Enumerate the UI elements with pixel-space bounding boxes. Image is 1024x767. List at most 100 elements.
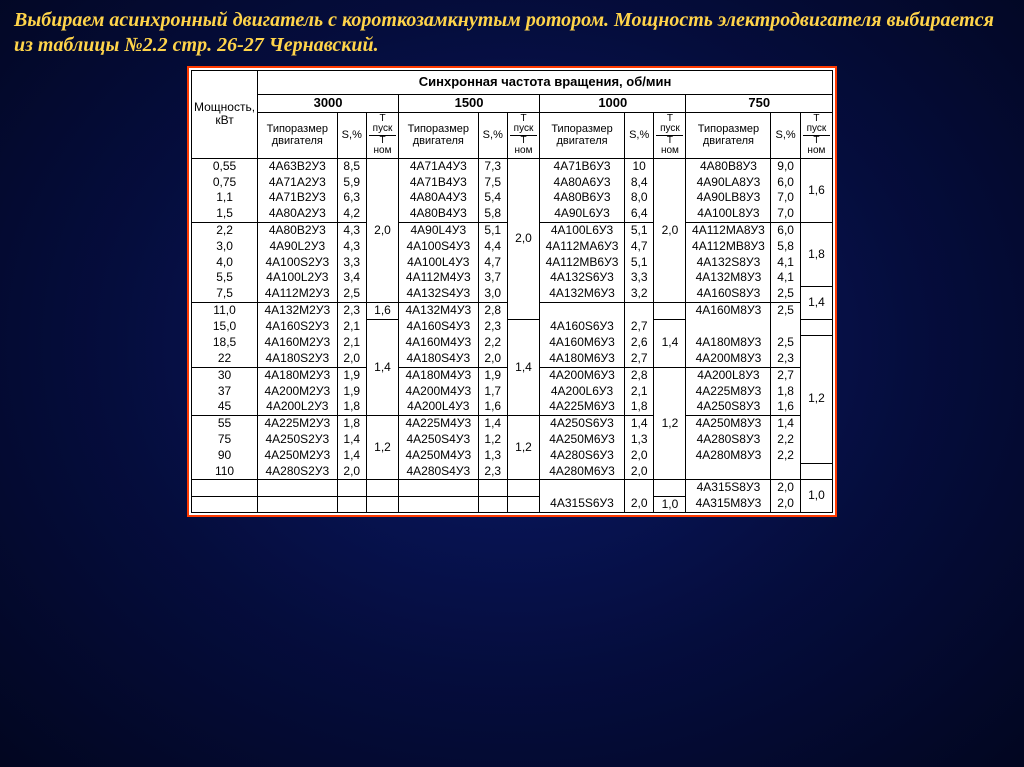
s-cell: 2,7: [624, 319, 653, 335]
s-cell: 2,5: [337, 286, 366, 302]
s-cell: 3,2: [624, 286, 653, 302]
power-cell: 1,5: [192, 206, 258, 222]
s-cell: 2,3: [478, 319, 507, 335]
power-cell: 11,0: [192, 303, 258, 320]
type-cell: 4А100S4У3: [399, 239, 479, 255]
type-cell: 4А250М2У3: [258, 448, 338, 464]
table-row: 4А315S8У32,01,0: [192, 480, 833, 496]
type-cell: 4А225М8У3: [686, 384, 771, 400]
type-cell: 4А200М8У3: [686, 351, 771, 367]
type-cell: 4А112МА6У3: [540, 239, 625, 255]
type-cell: 4А160S4У3: [399, 319, 479, 335]
type-cell: 4А315S8У3: [686, 480, 771, 496]
ratio-cell: [507, 480, 539, 496]
type-cell: [540, 480, 625, 496]
s-cell: 1,3: [624, 432, 653, 448]
type-cell: 4А132S6У3: [540, 270, 625, 286]
s-cell: 1,8: [337, 416, 366, 432]
s-cell: 5,1: [478, 223, 507, 239]
type-cell: 4А90L2У3: [258, 239, 338, 255]
s-cell: 3,4: [337, 270, 366, 286]
type-cell: 4А180М6У3: [540, 351, 625, 367]
s-cell: 4,3: [337, 239, 366, 255]
type-cell: 4А250S4У3: [399, 432, 479, 448]
s-cell: 4,7: [478, 255, 507, 271]
power-cell: 0,55: [192, 158, 258, 174]
power-cell: 55: [192, 416, 258, 432]
type-cell: 4А71В4У3: [399, 175, 479, 191]
power-cell: 0,75: [192, 175, 258, 191]
type-cell: 4А250S8У3: [686, 399, 771, 415]
type-cell: 4А112МА8У3: [686, 223, 771, 239]
type-cell: 4А132М8У3: [686, 270, 771, 286]
s-cell: 4,1: [771, 255, 800, 271]
s-cell: 6,4: [624, 206, 653, 222]
s-cell: 1,8: [771, 384, 800, 400]
ratio-cell: 1,8: [800, 223, 832, 287]
type-cell: [686, 464, 771, 480]
type-cell: 4А132S4У3: [399, 286, 479, 302]
s-cell: 1,4: [771, 416, 800, 432]
s-cell: 2,0: [478, 351, 507, 367]
s-cell: 3,3: [624, 270, 653, 286]
type-cell: [686, 319, 771, 335]
s-cell: 10: [624, 158, 653, 174]
type-cell: [258, 480, 338, 496]
s-cell: 5,4: [478, 190, 507, 206]
s-cell: 8,4: [624, 175, 653, 191]
s-cell: 9,0: [771, 158, 800, 174]
ratio-cell: 2,0: [366, 158, 398, 302]
s-cell: 1,4: [624, 416, 653, 432]
s-cell: [771, 464, 800, 480]
s-cell: 1,9: [337, 367, 366, 383]
table-row: 0,554А63В2У38,52,04А71А4У37,32,04А71В6У3…: [192, 158, 833, 174]
power-cell: 1,1: [192, 190, 258, 206]
ratio-cell: 1,4: [366, 319, 398, 415]
power-cell: 4,0: [192, 255, 258, 271]
power-cell: 37: [192, 384, 258, 400]
subheader-row: Типоразмер двигателя S,% T пускT ном Тип…: [192, 112, 833, 158]
type-cell: 4А250М8У3: [686, 416, 771, 432]
ratio-cell: [800, 319, 832, 335]
ratio-cell: 1,2: [507, 416, 539, 480]
motor-table-body: 0,554А63В2У38,52,04А71А4У37,32,04А71В6У3…: [192, 158, 833, 513]
ratio-cell: 1,6: [800, 158, 832, 222]
type-cell: 4А132М4У3: [399, 303, 479, 320]
sub-type-1500: Типоразмер двигателя: [399, 112, 479, 158]
sub-type-3000: Типоразмер двигателя: [258, 112, 338, 158]
s-cell: 2,3: [771, 351, 800, 367]
type-cell: 4А100L4У3: [399, 255, 479, 271]
s-cell: 2,2: [771, 448, 800, 464]
power-cell: 90: [192, 448, 258, 464]
s-cell: 4,4: [478, 239, 507, 255]
power-cell: 5,5: [192, 270, 258, 286]
type-cell: 4А80В2У3: [258, 223, 338, 239]
type-cell: 4А225М4У3: [399, 416, 479, 432]
sub-type-750: Типоразмер двигателя: [686, 112, 771, 158]
type-cell: 4А80А4У3: [399, 190, 479, 206]
type-cell: 4А180М2У3: [258, 367, 338, 383]
s-cell: 1,8: [624, 399, 653, 415]
s-cell: 2,1: [624, 384, 653, 400]
type-cell: 4А132М6У3: [540, 286, 625, 302]
type-cell: 4А160М8У3: [686, 303, 771, 320]
type-cell: 4А280S2У3: [258, 464, 338, 480]
power-cell: 75: [192, 432, 258, 448]
s-cell: 2,0: [624, 464, 653, 480]
table-row: 4А315S6У32,01,04А315М8У32,0: [192, 496, 833, 513]
power-cell: 18,5: [192, 335, 258, 351]
type-cell: 4А132М2У3: [258, 303, 338, 320]
sub-ratio-3000: T пускT ном: [366, 112, 398, 158]
type-cell: [540, 303, 625, 320]
rpm-row: 3000 1500 1000 750: [192, 94, 833, 112]
type-cell: 4А280М8У3: [686, 448, 771, 464]
ratio-cell: [507, 496, 539, 513]
ratio-cell: [366, 496, 398, 513]
type-cell: 4А160М2У3: [258, 335, 338, 351]
s-cell: 1,7: [478, 384, 507, 400]
s-cell: 1,4: [478, 416, 507, 432]
type-cell: 4А160S6У3: [540, 319, 625, 335]
type-cell: 4А90L6У3: [540, 206, 625, 222]
rpm-3000: 3000: [258, 94, 399, 112]
type-cell: 4А250S2У3: [258, 432, 338, 448]
